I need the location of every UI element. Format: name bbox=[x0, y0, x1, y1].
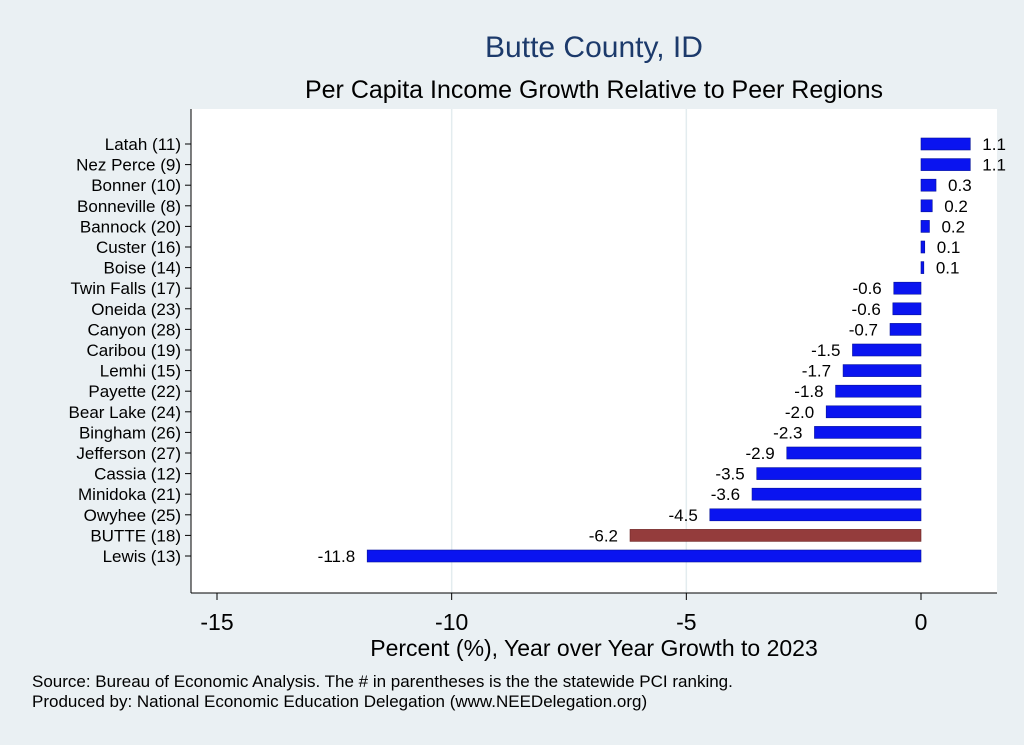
category-label: Caribou (19) bbox=[87, 341, 182, 360]
source-note: Source: Bureau of Economic Analysis. The… bbox=[32, 672, 733, 691]
bar bbox=[920, 240, 926, 254]
data-label: -1.8 bbox=[794, 382, 823, 401]
data-label: -2.9 bbox=[745, 444, 774, 463]
category-label: Custer (16) bbox=[96, 238, 181, 257]
category-label: Oneida (23) bbox=[91, 300, 181, 319]
bar bbox=[366, 549, 922, 563]
category-label: BUTTE (18) bbox=[90, 526, 181, 545]
bar bbox=[756, 467, 922, 480]
category-label: Payette (22) bbox=[88, 382, 181, 401]
data-label: 1.1 bbox=[982, 135, 1006, 154]
category-label: Boise (14) bbox=[104, 259, 181, 278]
data-label: -11.8 bbox=[318, 547, 356, 566]
category-label: Bonneville (8) bbox=[77, 197, 181, 216]
data-label: -4.5 bbox=[669, 506, 698, 525]
x-tick-label: -10 bbox=[435, 609, 468, 635]
bar bbox=[709, 508, 922, 522]
data-label: -0.7 bbox=[849, 320, 878, 339]
producer-note: Produced by: National Economic Education… bbox=[32, 692, 648, 711]
data-label: -3.6 bbox=[711, 485, 740, 504]
bar bbox=[835, 384, 922, 398]
data-label: 0.3 bbox=[948, 176, 972, 195]
data-label: -0.6 bbox=[852, 300, 881, 319]
bar bbox=[629, 529, 922, 542]
bar bbox=[920, 158, 971, 171]
data-label: 0.2 bbox=[941, 217, 965, 236]
category-label: Jefferson (27) bbox=[76, 444, 181, 463]
bar bbox=[814, 426, 922, 439]
data-label: 1.1 bbox=[982, 156, 1006, 175]
category-label: Bear Lake (24) bbox=[69, 403, 181, 422]
bar bbox=[920, 137, 971, 151]
category-label: Lewis (13) bbox=[103, 547, 181, 566]
category-label: Bannock (20) bbox=[80, 217, 181, 236]
data-label: 0.1 bbox=[937, 238, 961, 257]
bar bbox=[893, 281, 922, 295]
bar bbox=[842, 364, 922, 377]
x-tick-label: -5 bbox=[676, 609, 696, 635]
category-label: Twin Falls (17) bbox=[70, 279, 181, 298]
chart-title: Butte County, ID bbox=[485, 31, 703, 64]
bar bbox=[920, 178, 937, 192]
bar bbox=[825, 405, 922, 419]
category-label: Minidoka (21) bbox=[78, 485, 181, 504]
category-label: Owyhee (25) bbox=[84, 506, 181, 525]
bar bbox=[920, 199, 933, 213]
x-axis-title: Percent (%), Year over Year Growth to 20… bbox=[370, 635, 818, 661]
bar bbox=[852, 343, 922, 357]
bar bbox=[786, 446, 922, 460]
bar bbox=[892, 302, 922, 316]
category-label: Canyon (28) bbox=[87, 320, 181, 339]
data-label: -1.5 bbox=[811, 341, 840, 360]
bar bbox=[920, 261, 925, 274]
data-label: -3.5 bbox=[715, 465, 744, 484]
x-tick-label: -15 bbox=[200, 609, 233, 635]
data-label: -2.3 bbox=[773, 423, 802, 442]
data-label: -0.6 bbox=[852, 279, 881, 298]
x-tick-label: 0 bbox=[915, 609, 928, 635]
chart-subtitle: Per Capita Income Growth Relative to Pee… bbox=[305, 76, 883, 104]
bar bbox=[751, 487, 922, 501]
data-label: 0.1 bbox=[936, 259, 960, 278]
category-label: Latah (11) bbox=[105, 135, 181, 154]
data-label: 0.2 bbox=[944, 197, 968, 216]
data-label: -1.7 bbox=[802, 362, 831, 381]
data-label: -2.0 bbox=[785, 403, 814, 422]
category-label: Lemhi (15) bbox=[100, 362, 181, 381]
category-label: Bonner (10) bbox=[91, 176, 181, 195]
bar bbox=[920, 220, 930, 233]
bar bbox=[889, 323, 922, 336]
category-label: Cassia (12) bbox=[94, 465, 181, 484]
data-label: -6.2 bbox=[589, 526, 618, 545]
category-label: Bingham (26) bbox=[79, 423, 181, 442]
category-label: Nez Perce (9) bbox=[76, 156, 181, 175]
